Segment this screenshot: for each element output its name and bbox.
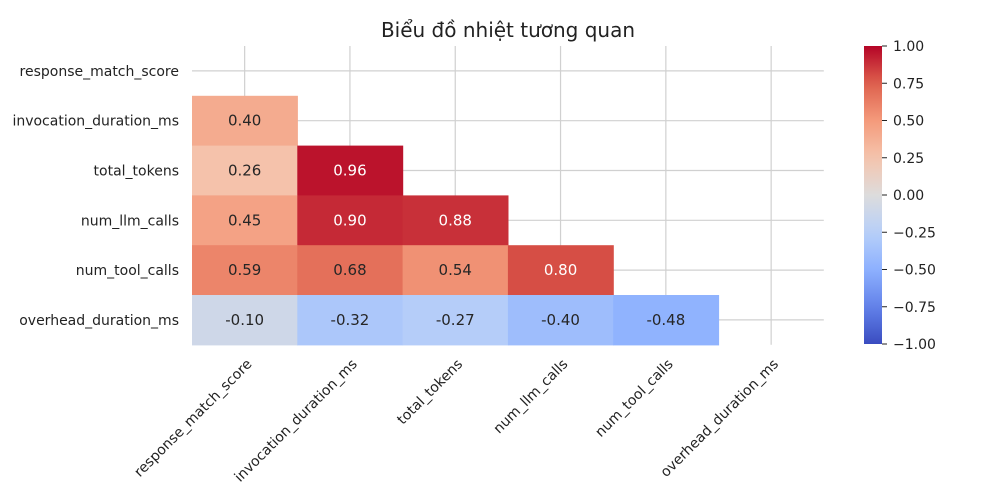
cell-value-label: 0.45 (228, 211, 261, 229)
heatmap-cells: 0.40 0.26 0.96 0.45 0.90 0.88 0.59 0.68 0.54 0.80… (192, 95, 720, 346)
y-tick-label: num_tool_calls (76, 263, 179, 279)
heatmap-cell (192, 245, 298, 296)
cell-value-label: -0.48 (646, 311, 685, 329)
y-tick-labels: response_match_score invocation_duration_… (12, 64, 179, 329)
colorbar-ticks: 1.00 0.75 0.50 0.25 0.00 −0.25 −0.50 −0.75 −1.00 (882, 39, 936, 353)
colorbar-tick-label: −1.00 (893, 337, 936, 353)
cell-value-label: 0.88 (439, 211, 472, 229)
colorbar-tick-label: 0.50 (893, 114, 924, 130)
cell-value-label: 0.40 (228, 112, 261, 130)
cell-value-label: -0.32 (331, 311, 370, 329)
chart-title: Biểu đồ nhiệt tương quan (381, 18, 635, 42)
x-tick-label: num_llm_calls (491, 356, 572, 437)
cell-value-label: -0.40 (541, 311, 580, 329)
heatmap-cell (192, 195, 298, 246)
x-tick-label: num_tool_calls (592, 356, 676, 440)
heatmap-cell (507, 245, 614, 296)
colorbar-tick-label: −0.25 (893, 225, 936, 241)
cell-value-label: 0.59 (228, 261, 261, 279)
cell-value-label: 0.26 (228, 162, 261, 180)
cell-value-label: -0.27 (436, 311, 475, 329)
cell-value-label: 0.54 (439, 261, 472, 279)
x-tick-label: response_match_score (131, 356, 255, 480)
colorbar (864, 46, 882, 344)
colorbar-tick-label: 0.25 (893, 151, 924, 167)
colorbar-tick-label: 0.75 (893, 76, 924, 92)
colorbar-tick-label: −0.75 (893, 300, 936, 316)
heatmap-cell (507, 295, 614, 346)
y-tick-label: invocation_duration_ms (12, 114, 179, 130)
heatmap-cell (297, 195, 404, 246)
x-tick-label: invocation_duration_ms (232, 356, 361, 485)
colorbar-tick-label: −0.50 (893, 263, 936, 279)
heatmap-cell (613, 295, 720, 346)
cell-value-label: 0.90 (333, 211, 366, 229)
x-tick-label: total_tokens (394, 356, 466, 428)
y-tick-label: response_match_score (20, 64, 179, 80)
heatmap-cell (297, 245, 404, 296)
colorbar-tick-label: 0.00 (893, 188, 924, 204)
cell-value-label: 0.80 (544, 261, 577, 279)
heatmap-cell (192, 95, 298, 147)
heatmap-cell (297, 145, 404, 196)
heatmap-cell (402, 295, 509, 346)
heatmap-cell (297, 295, 404, 346)
cell-value-label: 0.68 (333, 261, 366, 279)
heatmap-cell (402, 245, 509, 296)
heatmap-cell (402, 195, 509, 246)
y-tick-label: num_llm_calls (81, 213, 179, 229)
y-tick-label: overhead_duration_ms (19, 313, 179, 329)
y-tick-label: total_tokens (94, 164, 179, 180)
x-tick-label: overhead_duration_ms (658, 356, 782, 480)
x-tick-labels: response_match_scoreinvocation_duration_… (131, 356, 782, 485)
cell-value-label: -0.10 (225, 311, 264, 329)
heatmap-cell (192, 145, 298, 196)
cell-value-label: 0.96 (333, 162, 366, 180)
heatmap-cell (192, 295, 298, 346)
colorbar-tick-label: 1.00 (893, 39, 924, 55)
